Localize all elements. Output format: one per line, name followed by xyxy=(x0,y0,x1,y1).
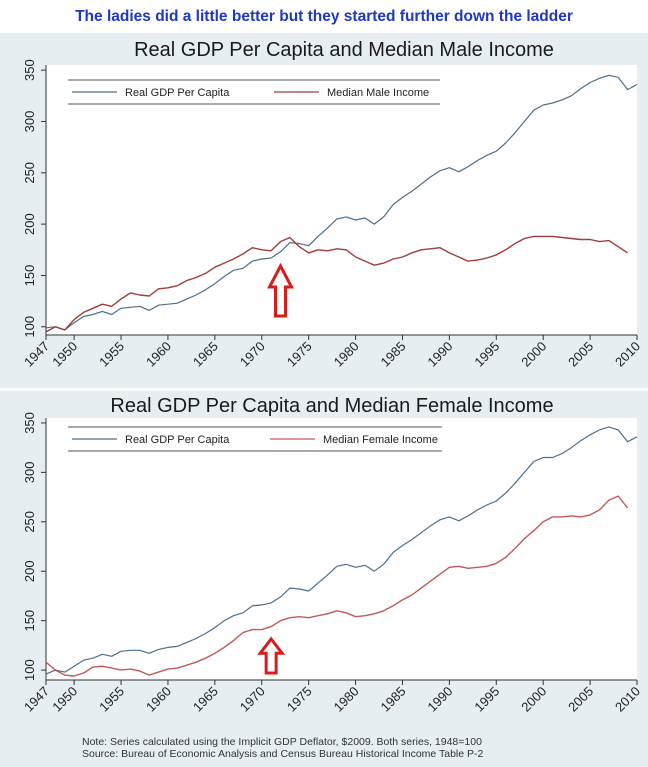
series-line-income xyxy=(45,235,628,333)
y-tick-label: 100 xyxy=(22,659,37,681)
series-line-income xyxy=(45,495,629,677)
series-line-gdp xyxy=(45,426,638,675)
y-tick-label: 100 xyxy=(22,316,37,338)
x-tick-label: 1960 xyxy=(143,339,174,370)
x-tick-label: 1950 xyxy=(49,339,80,370)
plot-area xyxy=(46,418,637,680)
female-income-chart-panel: Real GDP Per Capita and Median Female In… xyxy=(0,391,648,767)
x-tick-label: 2005 xyxy=(565,339,596,370)
x-tick-label: 1950 xyxy=(49,684,80,715)
x-tick-label: 1975 xyxy=(284,339,315,370)
y-tick-label: 200 xyxy=(22,560,37,582)
y-tick-label: 250 xyxy=(22,162,37,184)
x-tick-label: 1965 xyxy=(190,684,221,715)
x-tick-label: 2000 xyxy=(518,684,549,715)
y-tick-label: 150 xyxy=(22,610,37,632)
x-tick-label: 1970 xyxy=(237,684,268,715)
legend-label: Real GDP Per Capita xyxy=(125,434,230,446)
x-tick-label: 2010 xyxy=(612,339,643,370)
y-tick-label: 200 xyxy=(22,213,37,235)
x-tick-label: 2005 xyxy=(565,684,596,715)
x-tick-label: 1970 xyxy=(237,339,268,370)
x-tick-label: 1960 xyxy=(143,684,174,715)
x-tick-label: 1955 xyxy=(96,684,127,715)
x-tick-label: 1990 xyxy=(424,684,455,715)
y-tick-label: 150 xyxy=(22,265,37,287)
page-headline: The ladies did a little better but they … xyxy=(75,8,573,25)
x-tick-label: 2010 xyxy=(612,684,643,715)
annotation-arrow xyxy=(267,262,295,318)
x-tick-label: 1947 xyxy=(21,339,52,370)
plot-area xyxy=(46,65,637,335)
x-tick-label: 1995 xyxy=(471,684,502,715)
series-line-gdp xyxy=(45,74,638,331)
x-tick-label: 1990 xyxy=(424,339,455,370)
x-tick-label: 1947 xyxy=(21,684,52,715)
chart-title: Real GDP Per Capita and Median Female In… xyxy=(110,395,554,417)
y-tick-label: 300 xyxy=(22,111,37,133)
legend-label: Real GDP Per Capita xyxy=(125,87,230,99)
x-tick-label: 1955 xyxy=(96,339,127,370)
x-tick-label: 1980 xyxy=(331,684,362,715)
x-tick-label: 1985 xyxy=(378,684,409,715)
legend-label: Median Female Income xyxy=(323,434,438,446)
x-tick-label: 1980 xyxy=(331,339,362,370)
y-tick-label: 250 xyxy=(22,511,37,533)
chart-source: Source: Bureau of Economic Analysis and … xyxy=(82,748,484,760)
chart-title: Real GDP Per Capita and Median Male Inco… xyxy=(134,39,554,61)
y-tick-label: 350 xyxy=(22,59,37,81)
y-tick-label: 350 xyxy=(22,412,37,434)
x-tick-label: 1995 xyxy=(471,339,502,370)
x-tick-label: 2000 xyxy=(518,339,549,370)
y-tick-label: 300 xyxy=(22,462,37,484)
annotation-arrow xyxy=(257,636,286,675)
x-tick-label: 1985 xyxy=(378,339,409,370)
male-income-chart-panel: Real GDP Per Capita and Median Male Inco… xyxy=(0,33,648,388)
x-tick-label: 1965 xyxy=(190,339,221,370)
x-tick-label: 1975 xyxy=(284,684,315,715)
chart-note: Note: Series calculated using the Implic… xyxy=(82,736,482,748)
legend-label: Median Male Income xyxy=(327,87,429,99)
